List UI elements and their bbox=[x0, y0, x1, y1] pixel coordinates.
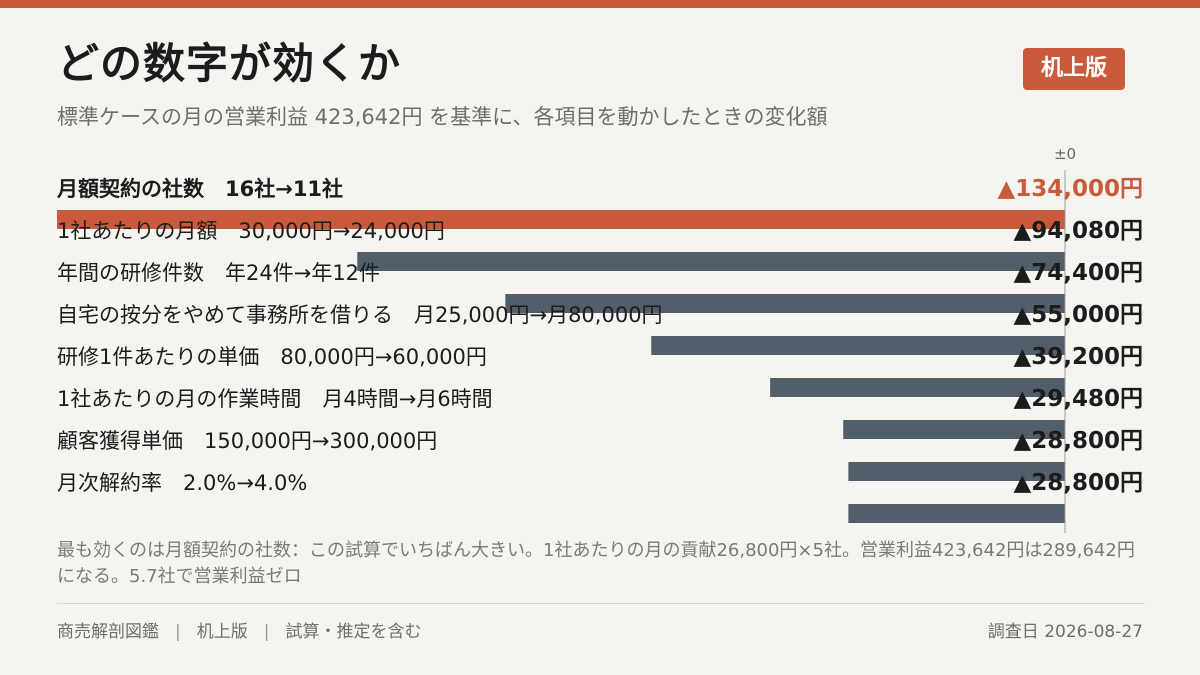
category-label: 自宅の按分をやめて事務所を借りる 月25,000円→月80,000円 bbox=[57, 303, 663, 327]
footer-separator: | bbox=[175, 622, 181, 642]
bar-7 bbox=[848, 462, 1065, 481]
zero-axis-label: ±0 bbox=[1053, 145, 1077, 163]
value-label: ▲28,800円 bbox=[1014, 428, 1143, 454]
category-label: 1社あたりの月額 30,000円→24,000円 bbox=[57, 219, 445, 243]
value-label: ▲55,000円 bbox=[1014, 302, 1143, 328]
chart-note: 最も効くのは月額契約の社数：この試算でいちばん大きい。1社あたりの月の貢献26,… bbox=[57, 540, 1135, 587]
value-label: ▲94,080円 bbox=[1014, 218, 1143, 244]
value-label: ▲74,400円 bbox=[1014, 260, 1143, 286]
bar-5 bbox=[770, 378, 1065, 397]
bar-2 bbox=[357, 252, 1066, 271]
top-accent-bar bbox=[0, 0, 1200, 8]
footer-separator: | bbox=[263, 622, 270, 642]
category-label: 年間の研修件数 年24件→年12件 bbox=[57, 261, 380, 285]
value-label: ▲29,480円 bbox=[1014, 386, 1143, 412]
category-label: 顧客獲得単価 150,000円→300,000円 bbox=[57, 429, 437, 453]
page-subtitle: 標準ケースの月の営業利益 423,642円 を基準に、各項目を動かしたときの変化… bbox=[57, 105, 828, 129]
bar-1 bbox=[57, 210, 1065, 229]
footer-credits: 商売解剖図鑑 | 机上版 | 試算・推定を含む bbox=[57, 620, 421, 644]
bar-4 bbox=[651, 336, 1065, 355]
footer-date: 調査日 2026-08-27 bbox=[987, 622, 1143, 642]
value-label: ▲39,200円 bbox=[1014, 344, 1143, 370]
footer-divider bbox=[57, 603, 1145, 604]
tornado-chart: 月額契約の社数 16社→11社 ▲134,000円 1社あたりの月額 30,000円… bbox=[56, 170, 1143, 533]
bar-3 bbox=[505, 294, 1065, 313]
footer-caveat: 試算・推定を含む bbox=[285, 622, 422, 642]
value-label: ▲28,800円 bbox=[1014, 470, 1143, 496]
footer-source: 商売解剖図鑑 bbox=[57, 622, 159, 642]
category-label: 1社あたりの月の作業時間 月4時間→月6時間 bbox=[57, 387, 493, 411]
bar-8 bbox=[848, 504, 1065, 523]
page-title: どの数字が効くか bbox=[57, 39, 402, 88]
footer-edition: 机上版 bbox=[196, 622, 248, 642]
category-label: 研修1件あたりの単価 80,000円→60,000円 bbox=[57, 345, 487, 369]
bar-6 bbox=[843, 420, 1065, 439]
chart-labels: 月額契約の社数 16社→11社 ▲134,000円 1社あたりの月額 30,000円… bbox=[56, 176, 1143, 496]
chart-bars bbox=[57, 210, 1066, 523]
value-label: ▲134,000円 bbox=[998, 176, 1143, 202]
category-label: 月額契約の社数 16社→11社 bbox=[56, 177, 343, 201]
edition-badge: 机上版 bbox=[1023, 48, 1125, 90]
category-label: 月次解約率 2.0%→4.0% bbox=[57, 471, 307, 495]
